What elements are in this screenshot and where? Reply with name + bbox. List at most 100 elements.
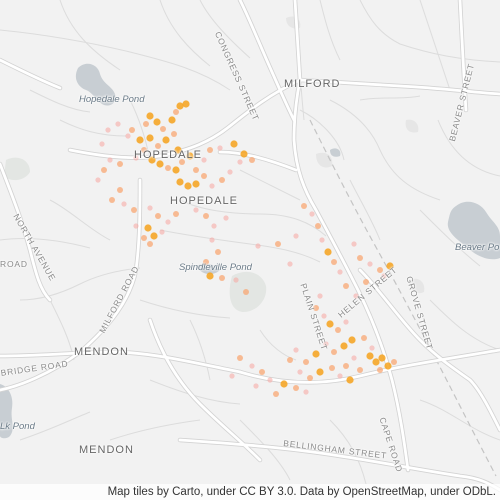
data-marker[interactable] <box>343 283 349 289</box>
data-marker[interactable] <box>331 259 337 265</box>
data-marker[interactable] <box>249 363 255 369</box>
data-marker[interactable] <box>131 207 137 213</box>
data-marker[interactable] <box>107 157 113 163</box>
data-marker[interactable] <box>326 320 334 328</box>
data-marker[interactable] <box>159 229 165 235</box>
data-marker[interactable] <box>129 127 135 133</box>
data-marker[interactable] <box>143 121 149 127</box>
data-marker[interactable] <box>351 241 357 247</box>
data-marker[interactable] <box>249 157 255 163</box>
data-marker[interactable] <box>259 369 265 375</box>
data-marker[interactable] <box>201 157 207 163</box>
data-marker[interactable] <box>280 380 288 388</box>
data-marker[interactable] <box>179 159 185 165</box>
data-marker[interactable] <box>133 223 139 229</box>
data-marker[interactable] <box>253 383 259 389</box>
data-marker[interactable] <box>141 235 147 241</box>
data-marker[interactable] <box>193 207 199 213</box>
data-marker[interactable] <box>353 293 359 299</box>
data-marker[interactable] <box>146 134 154 142</box>
data-marker[interactable] <box>147 241 153 247</box>
data-marker[interactable] <box>230 140 238 148</box>
data-marker[interactable] <box>343 319 349 325</box>
data-marker[interactable] <box>233 277 239 283</box>
data-marker[interactable] <box>337 269 343 275</box>
data-marker[interactable] <box>203 259 209 265</box>
data-marker[interactable] <box>95 177 101 183</box>
data-marker[interactable] <box>207 147 213 153</box>
data-marker[interactable] <box>209 183 215 189</box>
data-marker[interactable] <box>125 133 131 139</box>
data-marker[interactable] <box>211 223 217 229</box>
data-marker[interactable] <box>171 131 177 137</box>
data-marker[interactable] <box>319 237 325 243</box>
data-marker[interactable] <box>287 261 293 267</box>
data-marker[interactable] <box>297 369 303 375</box>
data-marker[interactable] <box>193 167 199 173</box>
data-marker[interactable] <box>321 313 327 319</box>
data-marker[interactable] <box>109 197 115 203</box>
data-marker[interactable] <box>182 100 190 108</box>
data-marker[interactable] <box>155 143 161 149</box>
data-marker[interactable] <box>346 376 354 384</box>
data-marker[interactable] <box>363 279 369 285</box>
data-marker[interactable] <box>215 249 221 255</box>
data-marker[interactable] <box>316 368 324 376</box>
data-marker[interactable] <box>312 350 320 358</box>
data-marker[interactable] <box>343 363 349 369</box>
data-marker[interactable] <box>105 127 111 133</box>
data-marker[interactable] <box>184 182 192 190</box>
data-marker[interactable] <box>366 352 374 360</box>
data-marker[interactable] <box>160 126 166 132</box>
data-marker[interactable] <box>255 243 261 249</box>
data-marker[interactable] <box>351 355 357 361</box>
data-marker[interactable] <box>146 112 154 120</box>
data-marker[interactable] <box>357 255 363 261</box>
data-marker[interactable] <box>229 373 235 379</box>
data-marker[interactable] <box>323 341 329 347</box>
data-marker[interactable] <box>243 289 249 295</box>
data-marker[interactable] <box>147 205 153 211</box>
data-marker[interactable] <box>377 267 383 273</box>
data-marker[interactable] <box>287 357 293 363</box>
data-marker[interactable] <box>301 203 307 209</box>
data-marker[interactable] <box>335 327 341 333</box>
data-marker[interactable] <box>377 367 383 373</box>
data-marker[interactable] <box>201 173 207 179</box>
data-marker[interactable] <box>165 219 171 225</box>
data-marker[interactable] <box>348 336 356 344</box>
data-marker[interactable] <box>293 347 299 353</box>
data-marker[interactable] <box>293 385 299 391</box>
data-marker[interactable] <box>144 224 152 232</box>
data-marker[interactable] <box>148 156 156 164</box>
data-marker[interactable] <box>141 147 147 153</box>
data-marker[interactable] <box>162 136 170 144</box>
data-marker[interactable] <box>150 232 158 240</box>
data-marker[interactable] <box>117 187 123 193</box>
data-marker[interactable] <box>293 233 299 239</box>
data-marker[interactable] <box>386 262 394 270</box>
data-marker[interactable] <box>115 121 121 127</box>
data-marker[interactable] <box>315 223 321 229</box>
data-marker[interactable] <box>117 161 123 167</box>
data-marker[interactable] <box>156 160 164 168</box>
data-marker[interactable] <box>367 261 373 267</box>
data-marker[interactable] <box>217 145 223 151</box>
data-marker[interactable] <box>361 335 367 341</box>
data-marker[interactable] <box>331 349 337 355</box>
data-marker[interactable] <box>378 354 386 362</box>
data-marker[interactable] <box>153 118 161 126</box>
data-marker[interactable] <box>186 152 194 160</box>
data-marker[interactable] <box>155 213 161 219</box>
data-marker[interactable] <box>324 248 332 256</box>
data-marker[interactable] <box>307 375 313 381</box>
data-marker[interactable] <box>384 362 392 370</box>
data-marker[interactable] <box>203 213 209 219</box>
data-marker[interactable] <box>219 275 225 281</box>
data-marker[interactable] <box>340 342 348 350</box>
data-marker[interactable] <box>267 377 273 383</box>
data-marker[interactable] <box>337 373 343 379</box>
data-marker[interactable] <box>223 215 229 221</box>
data-marker[interactable] <box>313 305 319 311</box>
